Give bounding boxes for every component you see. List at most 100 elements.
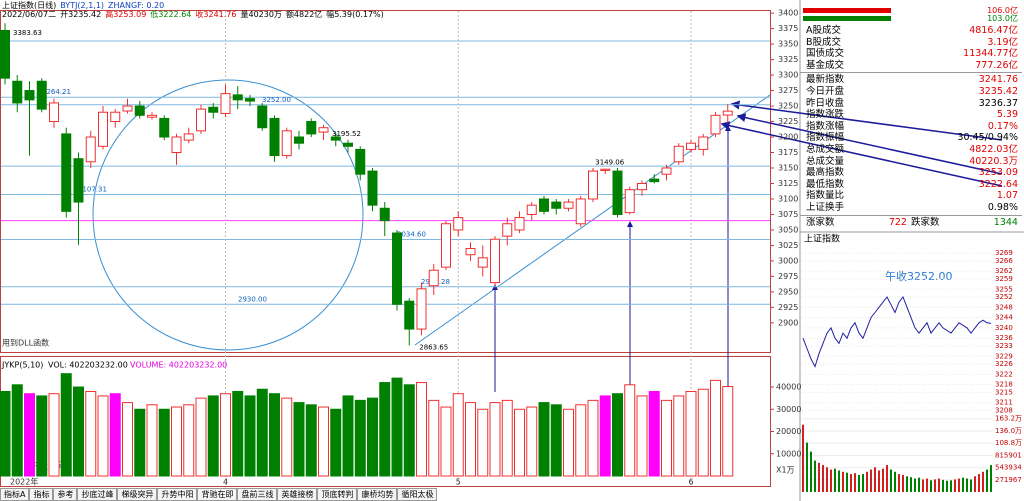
extreme-label: 2863.65	[419, 343, 448, 351]
candle-body	[355, 148, 366, 175]
volume-bar	[379, 382, 391, 477]
tab[interactable]: 盘前三线	[237, 488, 278, 501]
stat-value: 3236.37	[978, 97, 1018, 109]
candle-body	[85, 136, 96, 163]
candle-body	[661, 167, 672, 175]
candle-body	[98, 111, 108, 147]
stat-label: 指数振幅	[806, 132, 845, 144]
volume-bar	[428, 399, 440, 477]
candle-body	[698, 136, 709, 150]
volume-bar	[514, 408, 525, 477]
y-tick-label: 3325	[778, 55, 798, 64]
tab[interactable]: 背驰在即	[197, 488, 238, 501]
arrow	[720, 121, 1003, 187]
tab[interactable]: 指标A	[0, 488, 30, 501]
candle-body	[159, 117, 170, 138]
volume-bar	[244, 395, 256, 477]
candle-body	[710, 114, 721, 135]
y-tick-label: 271967	[995, 476, 1022, 484]
stat-row: 上证换手 0.98%	[800, 202, 1022, 214]
volume-bar	[367, 397, 378, 477]
tab[interactable]: 升势中阳	[157, 488, 198, 501]
candle-body	[171, 136, 182, 153]
volume-bar	[685, 390, 697, 477]
y-tick-label: 3075	[778, 210, 798, 219]
stat-label: 昨日收盘	[806, 97, 845, 109]
candle-body	[12, 80, 23, 104]
unit-label: X1万	[776, 466, 795, 475]
y-tick-label: 3400	[778, 9, 798, 18]
volume-bar	[661, 399, 672, 477]
volume-bar	[330, 408, 342, 477]
candle-body	[0, 29, 10, 79]
volume-bar	[612, 393, 623, 477]
y-tick-label: 3125	[778, 179, 798, 188]
y-tick-label: 3175	[778, 148, 798, 157]
volume-bar	[452, 393, 464, 477]
y-tick-label: 3259	[995, 275, 1013, 283]
candle-body	[306, 121, 317, 135]
volume-bar	[391, 377, 403, 477]
stat-label: A股成交	[806, 25, 841, 36]
tab[interactable]: 梯级突异	[117, 488, 158, 501]
y-tick-label: 3236	[995, 334, 1013, 342]
y-tick-label: 815901	[995, 451, 1022, 459]
volume-bar	[403, 384, 415, 477]
stat-label: 基金成交	[806, 59, 845, 71]
volume-bar	[171, 406, 182, 477]
volume-bar	[599, 395, 611, 477]
stat-value: 40220.3万	[969, 155, 1018, 167]
circle-drawing	[92, 79, 364, 351]
legend-text: JYKP(5,10)	[1, 361, 43, 370]
stat-value: 30.45/0.94%	[957, 132, 1018, 144]
stat-row: 指数振幅 30.45/0.94%	[800, 132, 1022, 144]
y-tick-label: 3250	[778, 102, 798, 111]
stat-value: 777.26亿	[975, 59, 1018, 71]
candle-body	[526, 204, 537, 215]
tab[interactable]: 顶底转判	[317, 488, 358, 501]
y-tick-label: 3300	[778, 71, 798, 80]
tab[interactable]: 英雄接榜	[277, 488, 318, 501]
breadth-label: 跌家数	[910, 216, 940, 228]
volume-bar	[710, 379, 721, 477]
legend-text: VOLUME: 402203232.00	[130, 361, 227, 370]
volume-bar	[134, 408, 146, 477]
candle-body	[673, 145, 684, 163]
y-tick-label: 3375	[778, 24, 798, 33]
candle-body	[220, 93, 231, 114]
breadth-value: 722	[888, 216, 907, 228]
quote-item: 量40230万	[240, 10, 282, 19]
candle-body	[686, 142, 696, 150]
level-label: 2930.00	[238, 295, 267, 303]
volume-bar	[109, 393, 121, 477]
volume-bar	[48, 393, 60, 477]
x-tick-label: 6	[688, 478, 693, 487]
y-tick-label: 3266	[995, 257, 1013, 265]
quote-item: 开3235.42	[60, 10, 102, 19]
tab[interactable]: 参考	[53, 488, 78, 501]
quote-item: 低3222.64	[150, 10, 192, 19]
volume-bar	[563, 408, 574, 477]
stat-row: A股成交 4816.47亿	[800, 25, 1022, 37]
stat-value: 3241.76	[978, 74, 1018, 86]
extreme-label: 3195.52	[332, 130, 361, 138]
stat-label: 总成交量	[806, 155, 845, 167]
candle-body	[294, 136, 304, 144]
volume-bar	[0, 390, 11, 477]
tab[interactable]: 抄底过峰	[77, 488, 118, 501]
volume-bar	[673, 395, 685, 477]
volume-bar	[305, 404, 317, 477]
y-tick-label: 3262	[995, 267, 1013, 275]
footer-text: 中天热码	[30, 460, 66, 472]
title: 上证指数(日线)	[2, 1, 57, 10]
candle-body	[477, 257, 488, 268]
volume-bar	[489, 402, 501, 477]
tab[interactable]: 指标	[29, 488, 54, 501]
indicator-value: ZHANGF: 0.20	[108, 1, 165, 10]
candle-body	[722, 110, 733, 116]
tab[interactable]: 康桥均势	[357, 488, 398, 501]
tab[interactable]: 循阳太极	[397, 488, 438, 501]
candle-body	[441, 223, 451, 268]
y-tick-label: 3275	[778, 86, 798, 95]
y-tick-label: 3350	[778, 40, 798, 49]
